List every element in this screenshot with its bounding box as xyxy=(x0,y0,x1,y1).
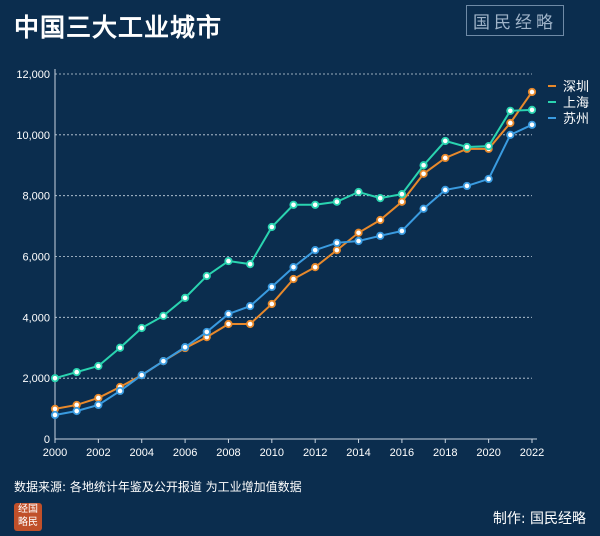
x-tick-label: 2004 xyxy=(129,447,153,459)
data-point xyxy=(94,393,103,403)
x-tick-label: 2008 xyxy=(216,447,240,459)
data-point xyxy=(354,187,363,197)
data-point xyxy=(224,309,233,319)
data-point xyxy=(506,118,515,128)
y-tick-label: 12,000 xyxy=(16,69,50,81)
data-point xyxy=(115,343,125,352)
legend-label: 苏州 xyxy=(563,111,589,127)
data-point xyxy=(137,371,146,380)
legend-label: 上海 xyxy=(563,96,589,111)
chart-title: 中国三大工业城市 xyxy=(14,13,223,42)
data-point xyxy=(311,263,320,272)
y-tick-label: 10,000 xyxy=(16,130,50,142)
data-point xyxy=(462,142,472,152)
x-tick-label: 2010 xyxy=(260,447,284,459)
data-point xyxy=(94,361,103,371)
data-point xyxy=(267,222,276,232)
data-point xyxy=(267,282,276,292)
data-point xyxy=(50,410,60,420)
data-point xyxy=(462,181,472,191)
data-point xyxy=(159,357,168,366)
data-point xyxy=(527,87,537,97)
data-point xyxy=(246,319,255,329)
data-point xyxy=(72,367,81,377)
seal-logo: 经国略民 xyxy=(14,503,42,531)
y-tick-label: 6,000 xyxy=(22,252,50,264)
data-point xyxy=(137,323,146,333)
data-point xyxy=(159,311,168,320)
data-point xyxy=(246,260,255,269)
data-point xyxy=(376,231,385,240)
data-point xyxy=(419,161,428,170)
data-point xyxy=(289,274,298,284)
data-point xyxy=(376,215,385,225)
x-tick-label: 2012 xyxy=(303,447,327,459)
data-point xyxy=(527,105,537,114)
data-point xyxy=(94,400,103,410)
y-tick-label: 4,000 xyxy=(22,312,50,324)
data-point xyxy=(484,141,493,151)
series-line-0 xyxy=(54,91,533,410)
data-point xyxy=(332,197,341,206)
data-point xyxy=(441,136,450,146)
data-point xyxy=(180,293,190,302)
data-point xyxy=(311,246,320,255)
y-tick-label: 0 xyxy=(44,434,50,446)
x-tick-label: 2022 xyxy=(520,447,544,459)
brand-logo: 国民经略 xyxy=(466,5,564,36)
y-tick-label: 2,000 xyxy=(22,373,50,385)
data-point xyxy=(376,194,385,203)
x-tick-label: 2020 xyxy=(476,447,500,459)
data-point xyxy=(267,299,276,309)
data-point xyxy=(180,343,190,352)
data-point xyxy=(202,271,211,281)
data-point xyxy=(332,246,341,255)
data-point xyxy=(506,130,515,139)
series-line-1 xyxy=(54,108,533,380)
source-note: 数据来源: 各地统计年鉴及公开报道 为工业增加值数据 xyxy=(14,480,302,494)
data-point xyxy=(441,153,450,163)
data-point xyxy=(224,256,233,266)
data-point xyxy=(397,190,407,199)
x-tick-label: 2018 xyxy=(433,447,457,459)
data-point xyxy=(419,204,428,213)
legend-label: 深圳 xyxy=(563,80,589,95)
data-point xyxy=(289,263,298,272)
data-point xyxy=(484,174,493,184)
data-point xyxy=(72,406,81,416)
x-tick-label: 2006 xyxy=(173,447,197,459)
x-tick-label: 2014 xyxy=(346,447,370,459)
data-point xyxy=(224,319,233,329)
data-point xyxy=(441,185,450,194)
data-point xyxy=(202,327,211,337)
x-tick-label: 2002 xyxy=(86,447,110,459)
data-point xyxy=(332,238,341,247)
data-point xyxy=(527,120,537,129)
x-tick-label: 2016 xyxy=(390,447,414,459)
data-point xyxy=(289,200,298,209)
data-point xyxy=(506,106,515,115)
data-point xyxy=(419,169,428,178)
credit-text: 制作: 国民经略 xyxy=(492,511,586,527)
data-point xyxy=(397,226,407,236)
data-point xyxy=(397,197,407,206)
y-tick-label: 8,000 xyxy=(22,191,50,203)
data-point xyxy=(50,374,60,383)
x-tick-label: 2000 xyxy=(43,447,67,459)
data-point xyxy=(115,386,125,396)
data-point xyxy=(246,301,255,311)
data-point xyxy=(354,236,363,246)
data-point xyxy=(311,200,320,209)
data-point xyxy=(354,228,363,237)
